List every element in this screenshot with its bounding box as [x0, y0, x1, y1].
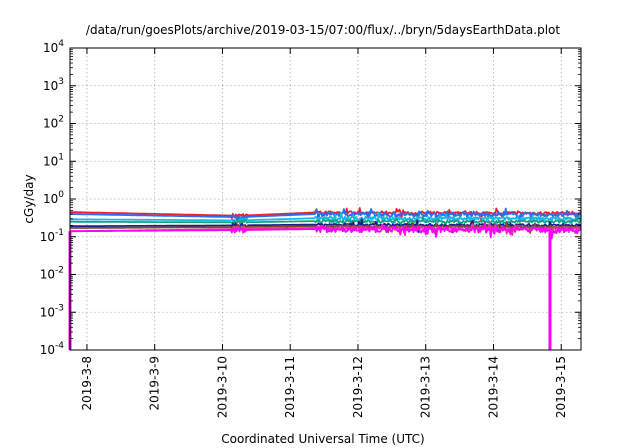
y-axis-label: cGy/day: [22, 174, 36, 223]
y-tick-label: 101: [43, 152, 64, 168]
y-axis: 10-4 10-3 10-2 10-1 100 101 102 103 104: [40, 39, 581, 357]
y-tick-label: 102: [43, 115, 64, 131]
series-path: [70, 207, 582, 221]
x-tick-label: 2019-3-11: [283, 356, 297, 418]
x-tick-label: 2019-3-9: [148, 356, 162, 410]
y-tick-label: 10-4: [40, 341, 65, 357]
y-tick-label: 104: [43, 39, 64, 55]
x-axis: 2019-3-8 2019-3-9 2019-3-10 2019-3-11 2019-3…: [80, 48, 568, 418]
x-tick-label: 2019-3-13: [419, 356, 433, 418]
x-tick-label: 2019-3-14: [486, 356, 500, 418]
grid: [70, 48, 581, 350]
x-axis-label: Coordinated Universal Time (UTC): [221, 432, 424, 446]
series-line: [70, 207, 582, 222]
chart-title: /data/run/goesPlots/archive/2019-03-15/0…: [86, 23, 560, 37]
series-line: [70, 215, 582, 228]
series-line: [70, 207, 582, 221]
x-tick-label: 2019-3-8: [80, 356, 94, 410]
y-tick-label: 10-1: [40, 228, 64, 244]
series-path: [70, 211, 582, 226]
y-tick-label: 10-2: [40, 266, 64, 282]
x-tick-label: 2019-3-10: [215, 356, 229, 418]
y-tick-label: 100: [43, 190, 64, 206]
y-tick-label: 103: [43, 77, 64, 93]
y-tick-label: 10-3: [40, 303, 64, 319]
series-path: [70, 222, 582, 240]
series-path: [70, 207, 582, 222]
series-path: [70, 215, 582, 228]
x-tick-label: 2019-3-12: [351, 356, 365, 418]
series-line: [70, 211, 582, 226]
x-tick-label: 2019-3-15: [554, 356, 568, 418]
